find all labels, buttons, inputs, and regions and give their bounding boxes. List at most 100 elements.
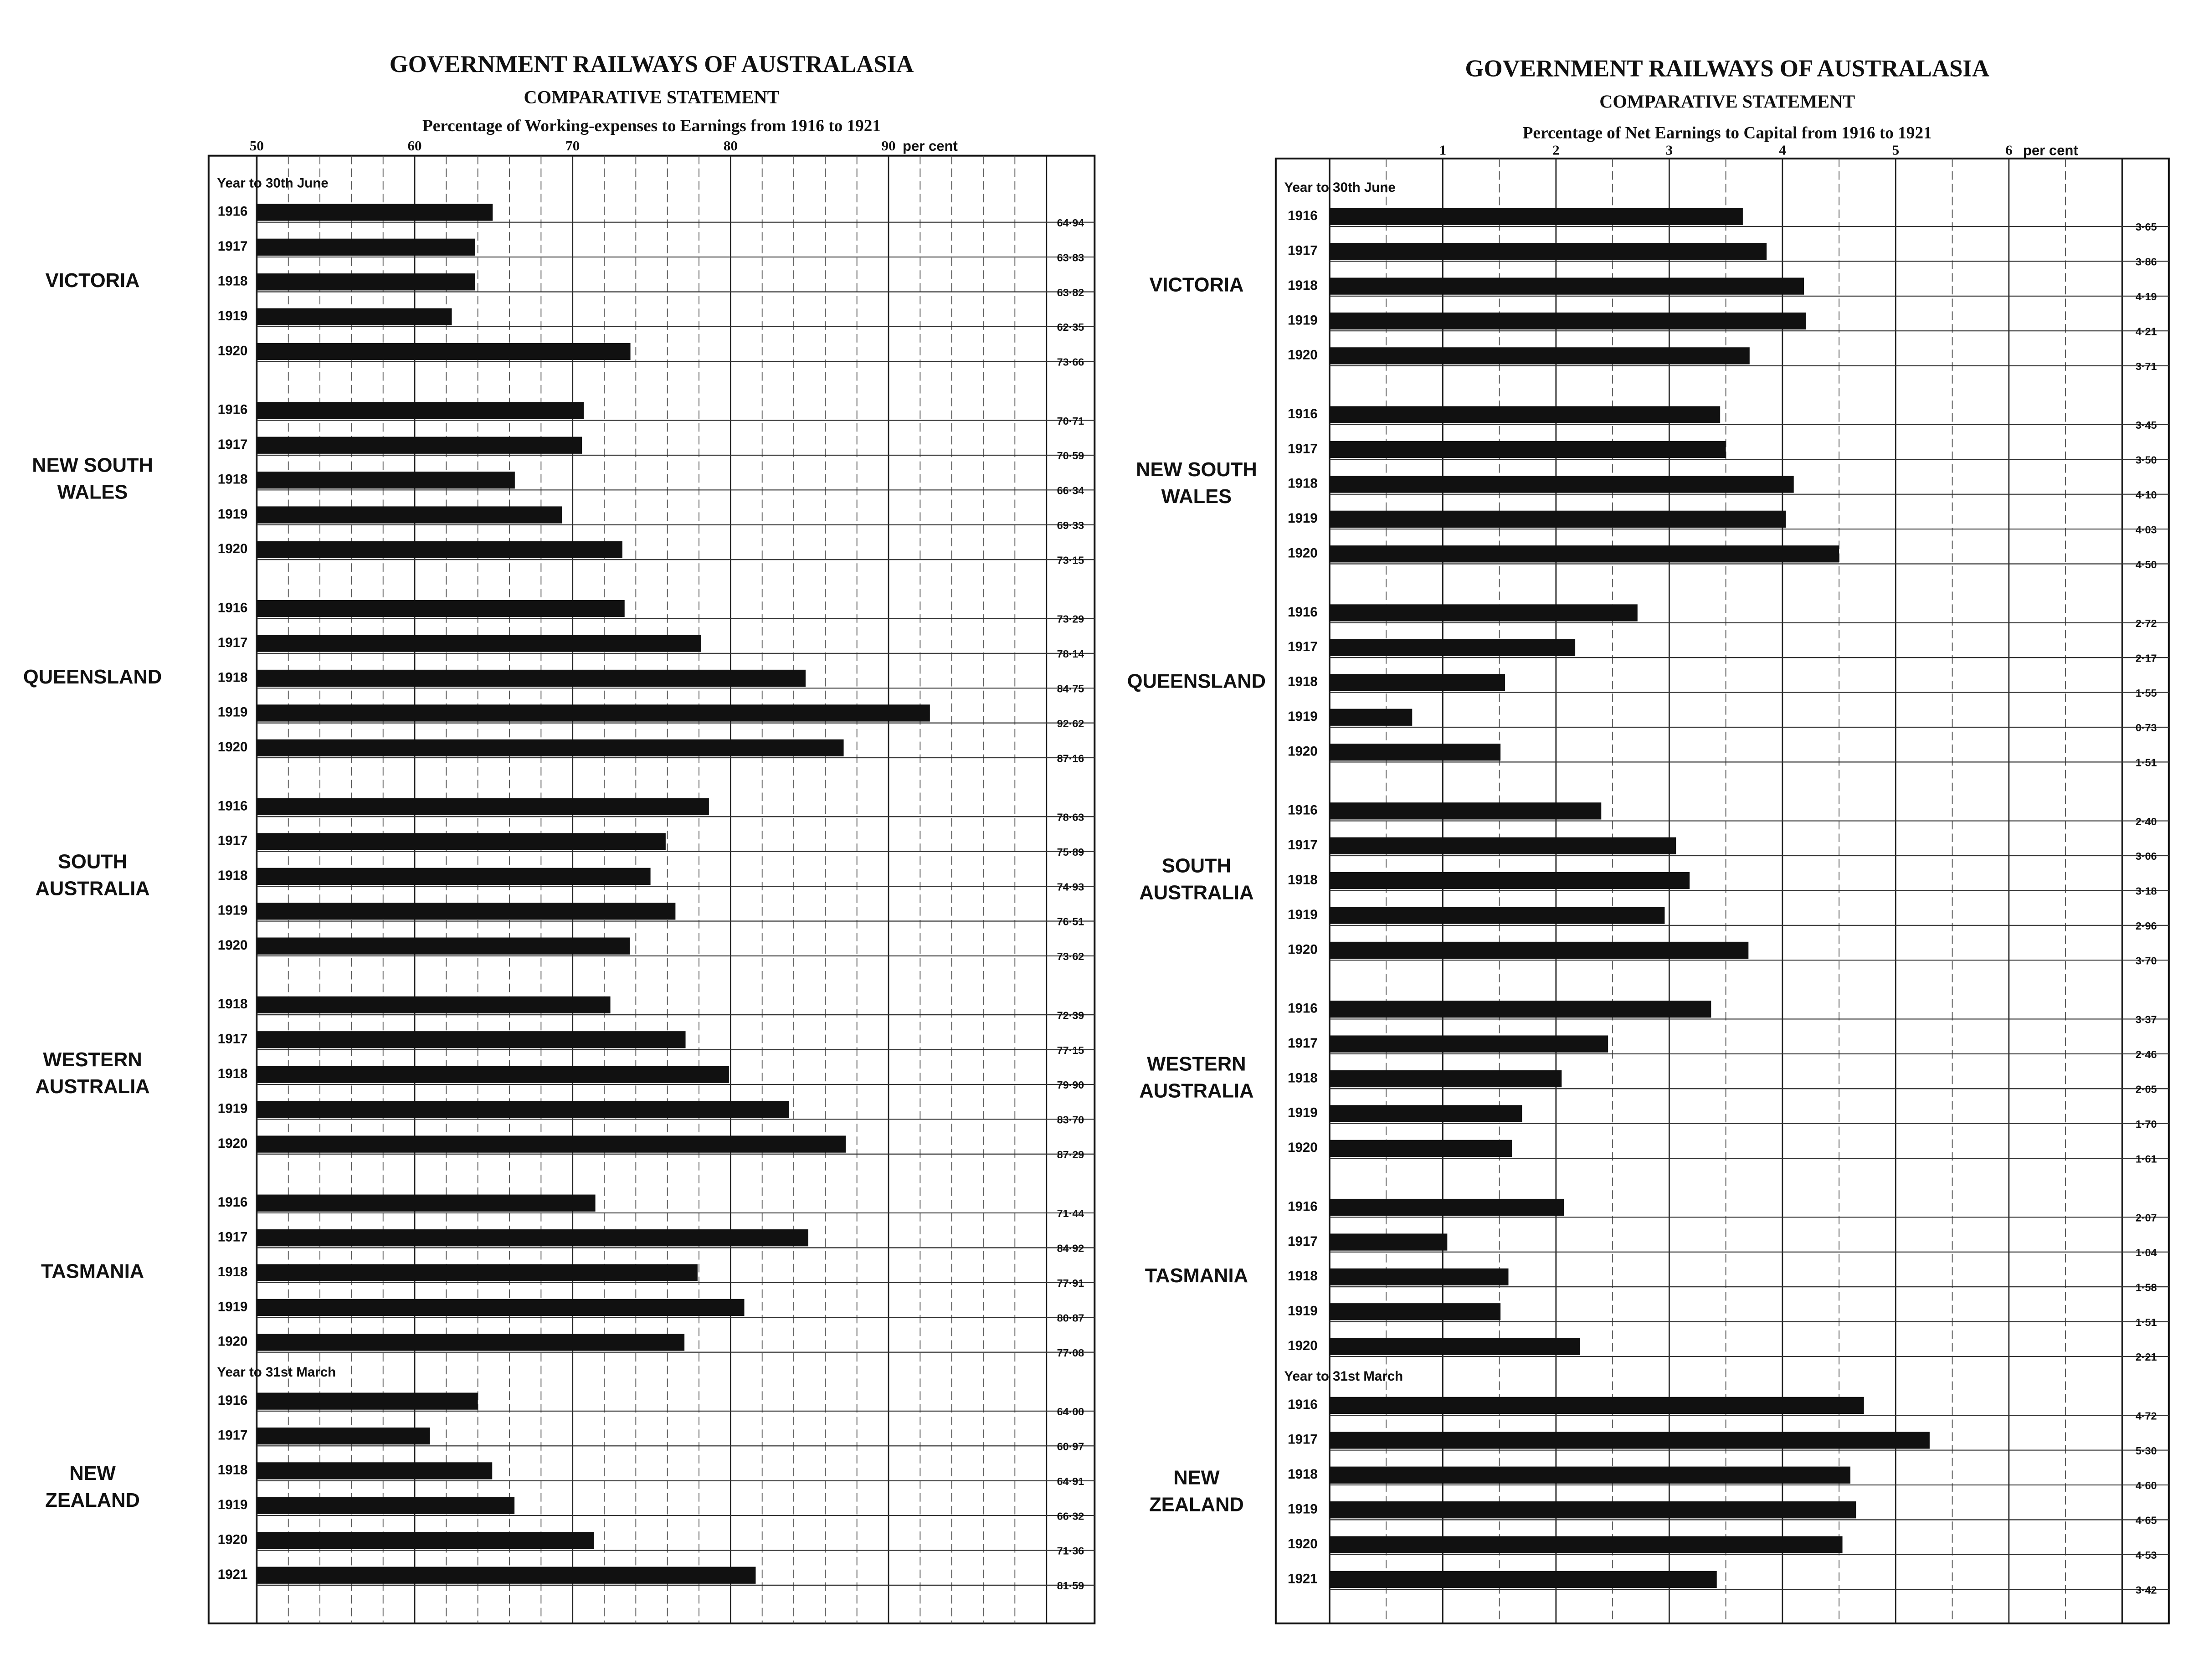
region-label: WALES [57, 482, 128, 503]
value-label: 73·29 [1057, 613, 1084, 625]
year-label: 1919 [218, 903, 248, 918]
x-tick-label: 4 [1779, 142, 1786, 158]
value-label: 62·35 [1057, 321, 1084, 333]
year-label: 1916 [1288, 406, 1318, 421]
year-label: 1919 [218, 1101, 248, 1116]
value-label: 4·72 [2136, 1410, 2157, 1422]
bar [1329, 1338, 1580, 1355]
chart-title: GOVERNMENT RAILWAYS OF AUSTRALASIA [390, 51, 914, 77]
period-label: Year to 31st March [217, 1365, 336, 1380]
bar [257, 600, 625, 617]
bar [257, 1031, 686, 1048]
value-label: 1·04 [2136, 1247, 2157, 1259]
year-label: 1918 [218, 472, 248, 487]
region-label: QUEENSLAND [23, 666, 162, 688]
value-label: 70·59 [1057, 450, 1084, 462]
chart-subtitle: COMPARATIVE STATEMENT [1599, 91, 1855, 112]
bar [1329, 604, 1638, 622]
year-label: 1919 [218, 308, 248, 324]
value-label: 3·42 [2136, 1584, 2157, 1596]
bar [1329, 1140, 1512, 1157]
x-tick-label: 90 [881, 138, 895, 154]
bar [1329, 1466, 1850, 1484]
value-label: 71·44 [1057, 1207, 1084, 1219]
value-label: 78·14 [1057, 648, 1084, 660]
bar [257, 541, 622, 559]
bar [257, 343, 631, 360]
region-label: AUSTRALIA [1139, 882, 1253, 904]
bar [257, 471, 515, 489]
value-label: 4·03 [2136, 524, 2157, 535]
year-label: 1919 [218, 705, 248, 720]
value-label: 2·96 [2136, 920, 2157, 932]
value-label: 77·08 [1057, 1347, 1084, 1359]
value-label: 3·45 [2136, 419, 2157, 431]
x-tick-label: 80 [724, 138, 738, 154]
chart-subtitle: COMPARATIVE STATEMENT [524, 87, 780, 108]
year-label: 1918 [1288, 476, 1318, 491]
year-label: 1919 [1288, 1304, 1318, 1319]
year-label: 1917 [218, 437, 248, 452]
year-label: 1919 [1288, 1105, 1318, 1120]
year-label: 1918 [1288, 1467, 1318, 1482]
year-label: 1916 [1288, 803, 1318, 818]
bar [257, 1194, 596, 1212]
bar [257, 1264, 698, 1281]
bar [257, 996, 611, 1014]
unit-label: per cent [903, 138, 958, 154]
year-label: 1916 [1288, 1001, 1318, 1016]
value-label: 1·55 [2136, 687, 2157, 699]
bar [257, 704, 930, 722]
bar [257, 1135, 846, 1153]
value-label: 64·94 [1057, 217, 1084, 229]
value-label: 92·62 [1057, 718, 1084, 730]
bar [257, 1497, 515, 1514]
year-label: 1917 [218, 635, 248, 650]
bar [1329, 1571, 1717, 1588]
bar [257, 798, 709, 816]
bar [1329, 709, 1413, 726]
bar [1329, 1536, 1843, 1553]
year-label: 1920 [1288, 1536, 1318, 1552]
year-label: 1916 [1288, 605, 1318, 620]
year-label: 1918 [218, 1264, 248, 1279]
year-label: 1920 [1288, 942, 1318, 957]
region-label: NEW SOUTH [1136, 459, 1257, 481]
bar [257, 1392, 478, 1410]
bar [1329, 277, 1804, 295]
bar [1329, 1432, 1930, 1449]
year-label: 1918 [218, 868, 248, 883]
year-label: 1920 [1288, 744, 1318, 759]
bar [257, 204, 493, 221]
frame [207, 154, 1096, 1624]
region-label: SOUTH [1162, 855, 1231, 877]
region-label: AUSTRALIA [36, 878, 150, 899]
region-label: WESTERN [43, 1049, 142, 1071]
value-label: 2·46 [2136, 1048, 2157, 1060]
region-label: AUSTRALIA [1139, 1080, 1253, 1102]
bar [1329, 639, 1576, 657]
year-label: 1918 [218, 274, 248, 289]
x-tick-label: 2 [1552, 142, 1560, 158]
year-label: 1920 [218, 541, 248, 556]
value-label: 64·91 [1057, 1475, 1084, 1487]
year-label: 1920 [1288, 348, 1318, 363]
year-label: 1916 [1288, 1199, 1318, 1214]
bar [1329, 1233, 1448, 1251]
region-label: ZEALAND [1149, 1494, 1244, 1516]
value-label: 0·73 [2136, 722, 2157, 734]
value-label: 3·86 [2136, 256, 2157, 268]
bar [1329, 802, 1602, 820]
bar [257, 1334, 685, 1351]
value-label: 2·05 [2136, 1084, 2157, 1095]
x-tick-label: 50 [250, 138, 264, 154]
year-label: 1919 [1288, 1501, 1318, 1516]
value-label: 3·06 [2136, 850, 2157, 862]
year-label: 1919 [1288, 907, 1318, 922]
year-label: 1916 [218, 402, 248, 417]
year-label: 1917 [218, 239, 248, 254]
year-label: 1921 [218, 1567, 248, 1582]
value-label: 73·15 [1057, 554, 1084, 566]
year-label: 1919 [1288, 709, 1318, 724]
bar [257, 1100, 789, 1118]
